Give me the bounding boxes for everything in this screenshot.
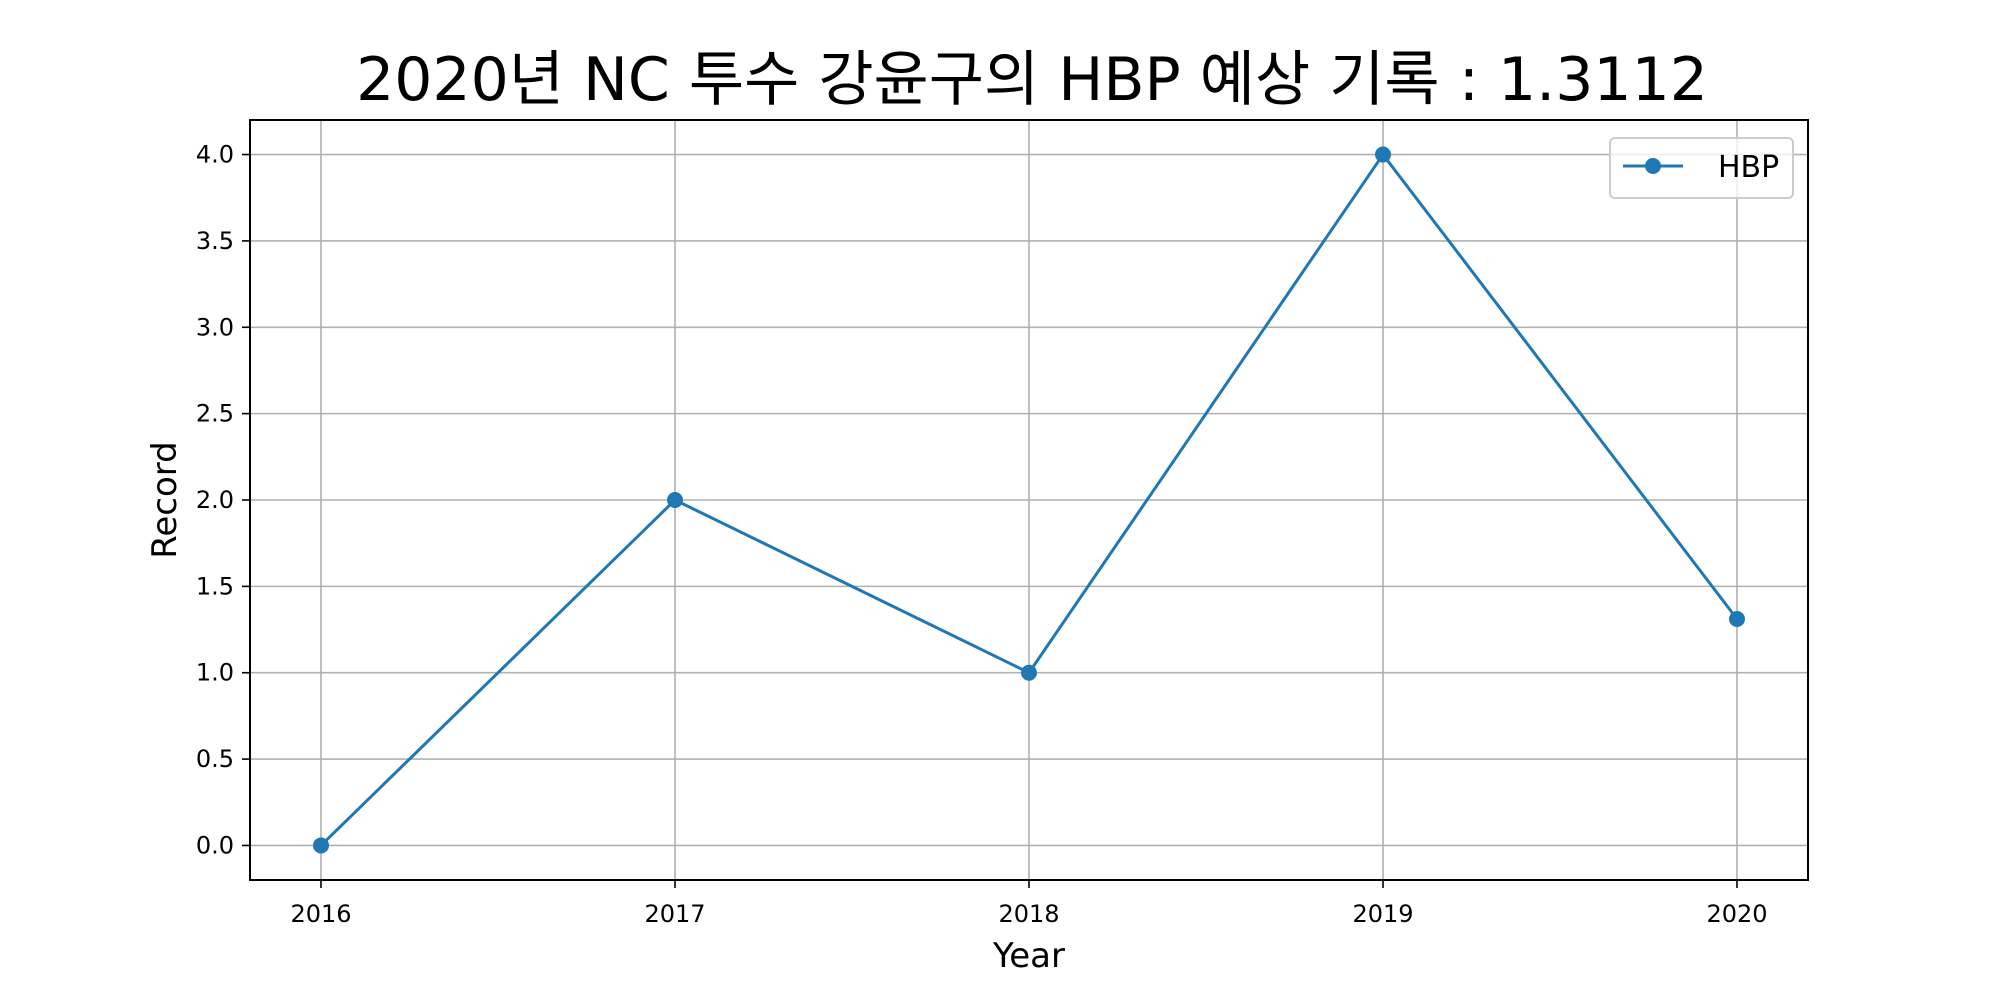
y-tick-label: 2.5 xyxy=(196,400,234,428)
data-point-hbp xyxy=(313,837,329,854)
x-tick-label: 2018 xyxy=(998,900,1059,928)
legend-label-hbp: HBP xyxy=(1718,150,1779,185)
y-tick-label: 4.0 xyxy=(196,141,234,169)
data-point-hbp xyxy=(667,492,683,508)
legend-box xyxy=(1609,137,1794,199)
y-tick-label: 3.0 xyxy=(196,313,234,341)
data-point-hbp xyxy=(1375,146,1391,163)
x-tick-label: 2020 xyxy=(1706,900,1767,928)
legend-marker-swatch xyxy=(1645,158,1661,174)
plot-frame xyxy=(249,119,1809,881)
y-tick-label: 0.0 xyxy=(196,831,234,859)
y-tick-label: 0.5 xyxy=(196,745,234,773)
x-axis-label: Year xyxy=(992,936,1065,976)
chart-title: 2020년 NC 투수 강윤구의 HBP 예상 기록 : 1.3112 xyxy=(356,45,1708,115)
y-tick-label: 1.5 xyxy=(196,572,234,600)
y-tick-label: 1.0 xyxy=(196,659,234,687)
grid-lines xyxy=(250,120,1808,880)
legend: HBP xyxy=(1609,137,1794,199)
x-tick-label: 2016 xyxy=(290,900,351,928)
x-tick-label: 2019 xyxy=(1352,900,1413,928)
data-point-hbp xyxy=(1021,664,1037,681)
data-point-hbp xyxy=(1729,610,1745,627)
series-hbp xyxy=(313,146,1745,854)
y-axis-label: Record xyxy=(145,441,185,558)
y-tick-label: 2.0 xyxy=(196,486,234,514)
axis-ticks: 0.0 0.5 1.0 1.5 2.0 2.5 3.0 3.5 4.0 2016 2017 2018 2… xyxy=(196,141,1768,928)
y-tick-label: 3.5 xyxy=(196,227,234,255)
x-tick-label: 2017 xyxy=(644,900,705,928)
